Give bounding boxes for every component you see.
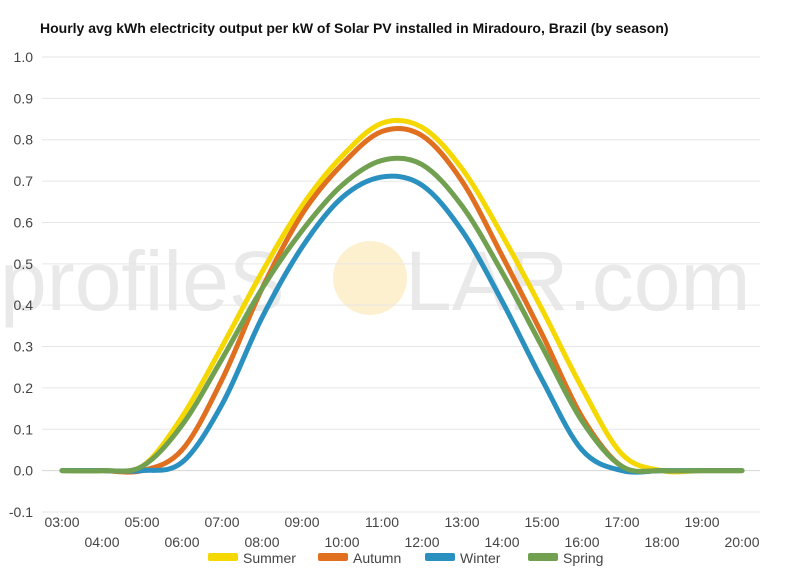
x-tick-label: 16:00 — [564, 534, 599, 550]
y-tick-label: 0.3 — [14, 339, 34, 355]
x-axis: 03:00 04:00 05:00 06:00 07:00 08:00 09:00 10:00… — [44, 514, 759, 550]
x-tick-label: 04:00 — [84, 534, 119, 550]
x-tick-label: 05:00 — [124, 514, 159, 530]
y-tick-label: 1.0 — [14, 49, 34, 65]
legend-swatch-summer — [208, 553, 238, 561]
series-lines — [59, 117, 745, 475]
y-tick-label: 0.8 — [14, 132, 34, 148]
y-tick-label: 0.5 — [14, 256, 34, 272]
y-tick-label: 0.2 — [14, 380, 34, 396]
watermark-text-right: LAR.com — [405, 234, 750, 328]
legend-swatch-spring — [528, 553, 558, 561]
legend-swatch-winter — [425, 553, 455, 561]
y-axis: -0.1 0.0 0.1 0.2 0.3 0.4 0.5 0.6 0.7 0.8 0.9 1.0 — [9, 49, 33, 520]
x-tick-label: 15:00 — [524, 514, 559, 530]
chart-title: Hourly avg kWh electricity output per kW… — [40, 20, 669, 36]
x-tick-label: 09:00 — [284, 514, 319, 530]
x-tick-label: 20:00 — [724, 534, 759, 550]
x-tick-label: 11:00 — [365, 514, 399, 530]
legend-label-spring: Spring — [563, 550, 603, 566]
watermark-sun-icon — [333, 241, 407, 315]
series-line-winter — [59, 173, 745, 475]
x-tick-label: 17:00 — [604, 514, 639, 530]
x-tick-label: 14:00 — [484, 534, 519, 550]
legend-label-winter: Winter — [460, 550, 501, 566]
x-tick-label: 06:00 — [164, 534, 199, 550]
x-tick-label: 03:00 — [44, 514, 79, 530]
y-tick-label: 0.0 — [14, 463, 34, 479]
watermark: profileS LAR.com — [0, 234, 750, 328]
y-tick-label: 0.1 — [14, 421, 34, 437]
x-tick-label: 08:00 — [244, 534, 279, 550]
legend-label-autumn: Autumn — [353, 550, 401, 566]
y-tick-label: -0.1 — [9, 504, 33, 520]
legend: Summer Autumn Winter Spring — [208, 550, 603, 566]
x-tick-label: 18:00 — [644, 534, 679, 550]
y-tick-label: 0.4 — [14, 297, 34, 313]
series-line-summer — [59, 117, 745, 475]
x-tick-label: 10:00 — [324, 534, 359, 550]
x-tick-label: 19:00 — [684, 514, 719, 530]
legend-swatch-autumn — [318, 553, 348, 561]
y-tick-label: 0.7 — [14, 173, 34, 189]
grid — [42, 56, 760, 513]
x-tick-label: 13:00 — [444, 514, 479, 530]
legend-label-summer: Summer — [243, 550, 296, 566]
x-tick-label: 07:00 — [204, 514, 239, 530]
y-tick-label: 0.9 — [14, 90, 34, 106]
x-tick-label: 12:00 — [404, 534, 439, 550]
watermark-text-left: profileS — [0, 234, 285, 328]
series-line-spring — [59, 155, 745, 474]
y-tick-label: 0.6 — [14, 214, 34, 230]
